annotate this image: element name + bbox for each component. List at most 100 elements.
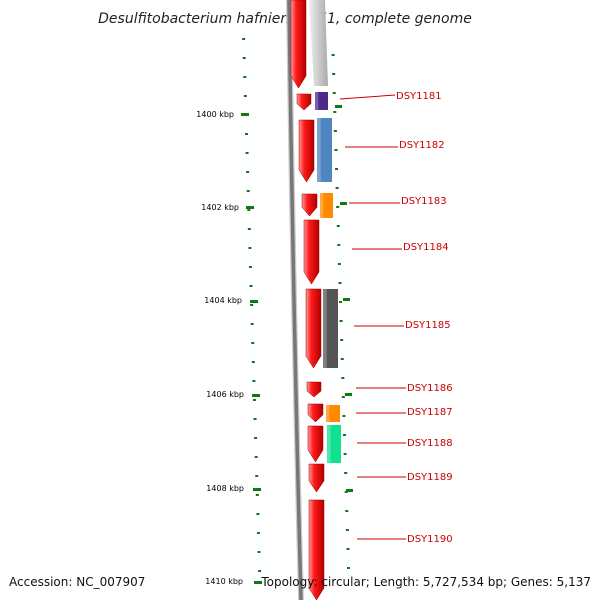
gene-label-dsy1188[interactable]: DSY1188 [407, 438, 453, 449]
minor-tick [337, 263, 341, 265]
gene-label-dsy1186[interactable]: DSY1186 [407, 383, 453, 394]
gene-box-highlight [327, 425, 331, 463]
major-tick [250, 300, 258, 303]
major-tick [335, 105, 342, 108]
minor-tick [242, 57, 246, 59]
gene-label-dsy1187[interactable]: DSY1187 [407, 407, 453, 418]
kbp-label-1408: 1408 kbp [206, 484, 244, 493]
kbp-label-1402: 1402 kbp [201, 203, 239, 212]
tick-marks [241, 38, 353, 584]
gene-arrow-dsy1186 [306, 381, 322, 398]
minor-tick [255, 494, 259, 496]
minor-tick [345, 529, 349, 531]
minor-tick [343, 453, 347, 455]
gene-box-dsy1188 [327, 425, 341, 463]
minor-tick [256, 532, 260, 534]
major-tick [253, 488, 261, 491]
kbp-label-1406: 1406 kbp [206, 390, 244, 399]
minor-tick [347, 567, 351, 569]
gene-label-dsy1181[interactable]: DSY1181 [396, 91, 442, 102]
minor-tick [250, 323, 254, 325]
gene-arrow-dsy1188 [307, 425, 324, 463]
minor-tick [336, 206, 340, 208]
kbp-labels: 1400 kbp 1402 kbp 1404 kbp 1406 kbp 1408… [196, 110, 244, 586]
minor-tick [341, 377, 345, 379]
minor-tick [255, 475, 259, 477]
minor-tick [246, 190, 250, 192]
gene-arrow-dsy1187 [307, 403, 324, 423]
minor-tick [257, 551, 261, 553]
minor-tick [251, 342, 255, 344]
minor-tick [244, 133, 248, 135]
minor-tick [340, 358, 344, 360]
minor-tick [242, 38, 246, 40]
gene-label-dsy1182[interactable]: DSY1182 [399, 140, 445, 151]
gene-label-dsy1189[interactable]: DSY1189 [407, 472, 453, 483]
minor-tick [249, 285, 253, 287]
kbp-label-1404: 1404 kbp [204, 296, 242, 305]
minor-tick [245, 152, 249, 154]
gene-box-highlight [320, 193, 324, 218]
major-tick [345, 393, 352, 396]
major-tick [340, 202, 347, 205]
minor-tick [254, 456, 258, 458]
minor-tick [246, 171, 250, 173]
genome-backbone [286, 0, 304, 600]
minor-tick [339, 320, 343, 322]
minor-tick [335, 168, 339, 170]
backbone-line [287, 0, 303, 600]
minor-tick [344, 472, 348, 474]
gene-feature-grey [309, 0, 328, 86]
leader-line-dsy1181 [339, 94, 396, 100]
minor-tick [343, 434, 347, 436]
gene-box-highlight [326, 405, 330, 422]
minor-tick [331, 54, 335, 56]
minor-tick [254, 437, 258, 439]
minor-tick [243, 76, 247, 78]
major-tick [252, 394, 260, 397]
minor-tick [345, 510, 349, 512]
gene-arrow [290, 0, 307, 89]
gene-arrow-dsy1185 [305, 288, 322, 369]
minor-tick [248, 247, 252, 249]
gene-features [290, 0, 341, 600]
major-tick [241, 113, 249, 116]
gene-label-dsy1183[interactable]: DSY1183 [401, 196, 447, 207]
major-tick [254, 581, 262, 584]
major-tick [346, 489, 353, 492]
gene-box-highlight [315, 92, 319, 110]
minor-tick [341, 396, 345, 398]
gene-box-dsy1187 [326, 405, 340, 422]
minor-tick [243, 95, 247, 97]
accession-text: Accession: NC_007907 [9, 575, 145, 589]
kbp-label-1410: 1410 kbp [205, 577, 243, 586]
minor-tick [248, 266, 252, 268]
gene-arrow-dsy1182 [298, 119, 315, 183]
gene-box-dsy1181 [315, 92, 328, 110]
minor-tick [333, 111, 337, 113]
minor-tick [252, 380, 256, 382]
minor-tick [333, 130, 337, 132]
gene-label-dsy1184[interactable]: DSY1184 [403, 242, 449, 253]
gene-box-dsy1183 [320, 193, 333, 218]
major-tick [246, 206, 254, 209]
gene-arrow-dsy1183 [301, 193, 318, 217]
minor-tick [332, 73, 336, 75]
minor-tick [250, 304, 254, 306]
minor-tick [332, 92, 336, 94]
minor-tick [339, 301, 343, 303]
gene-arrow-dsy1181 [296, 93, 312, 111]
major-tick [343, 298, 350, 301]
minor-tick [256, 513, 260, 515]
minor-tick [336, 225, 340, 227]
gene-box-highlight [317, 118, 321, 182]
gene-label-dsy1185[interactable]: DSY1185 [405, 320, 451, 331]
gene-labels: DSY1181 DSY1182 DSY1183 DSY1184 DSY1185 DSY11… [339, 91, 453, 545]
gene-label-dsy1190[interactable]: DSY1190 [407, 534, 453, 545]
map-title: Desulfitobacterium hafniense Y51, comple… [98, 11, 472, 27]
gene-arrow-dsy1189 [308, 463, 325, 493]
minor-tick [342, 415, 346, 417]
gene-arrow-dsy1184 [303, 219, 320, 285]
gene-box-highlight [323, 289, 327, 368]
